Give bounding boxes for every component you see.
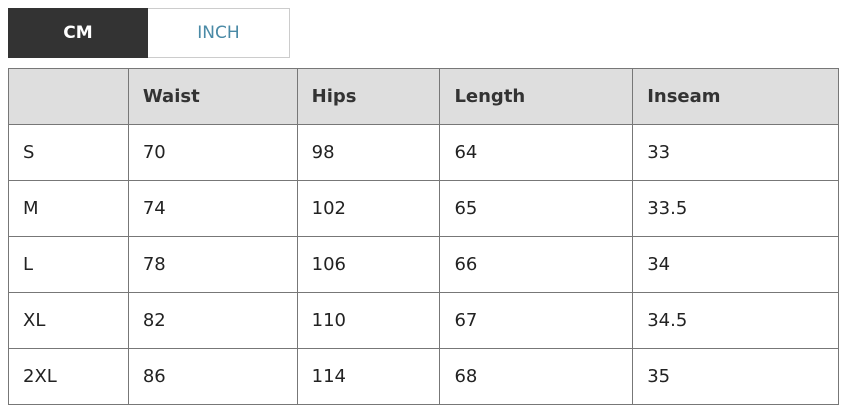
column-header: Waist: [127, 68, 298, 125]
table-cell: 33.5: [632, 180, 839, 237]
table-cell: 65: [439, 180, 634, 237]
table-header-row: Waist Hips Length Inseam: [8, 68, 839, 125]
column-header: Length: [439, 68, 634, 125]
unit-toggle: CM INCH: [8, 8, 290, 58]
table-row: L 78 106 66 34: [8, 236, 839, 293]
table-cell: 98: [296, 124, 441, 181]
table-cell: 34: [632, 236, 839, 293]
table-cell: 86: [127, 348, 298, 405]
table-cell: 34.5: [632, 292, 839, 349]
tab-cm[interactable]: CM: [8, 8, 148, 58]
table-cell: 64: [439, 124, 634, 181]
column-header: Hips: [296, 68, 441, 125]
table-row: S 70 98 64 33: [8, 124, 839, 181]
table-row: XL 82 110 67 34.5: [8, 292, 839, 349]
table-cell: 82: [127, 292, 298, 349]
table-cell: 106: [296, 236, 441, 293]
table-cell: S: [8, 124, 129, 181]
column-header: Inseam: [632, 68, 839, 125]
table-cell: XL: [8, 292, 129, 349]
table-cell: 2XL: [8, 348, 129, 405]
table-cell: 35: [632, 348, 839, 405]
table-cell: 110: [296, 292, 441, 349]
table-cell: 33: [632, 124, 839, 181]
table-cell: 74: [127, 180, 298, 237]
table-row: 2XL 86 114 68 35: [8, 348, 839, 405]
table-row: M 74 102 65 33.5: [8, 180, 839, 237]
size-chart-table: Waist Hips Length Inseam S 70 98 64 33 M 74 102 65 3…: [8, 68, 839, 405]
table-cell: L: [8, 236, 129, 293]
table-cell: 67: [439, 292, 634, 349]
column-header: [8, 68, 129, 125]
table-cell: 102: [296, 180, 441, 237]
table-cell: 68: [439, 348, 634, 405]
table-cell: 70: [127, 124, 298, 181]
table-cell: 78: [127, 236, 298, 293]
table-cell: 66: [439, 236, 634, 293]
table-cell: M: [8, 180, 129, 237]
tab-inch[interactable]: INCH: [148, 8, 290, 58]
table-cell: 114: [296, 348, 441, 405]
